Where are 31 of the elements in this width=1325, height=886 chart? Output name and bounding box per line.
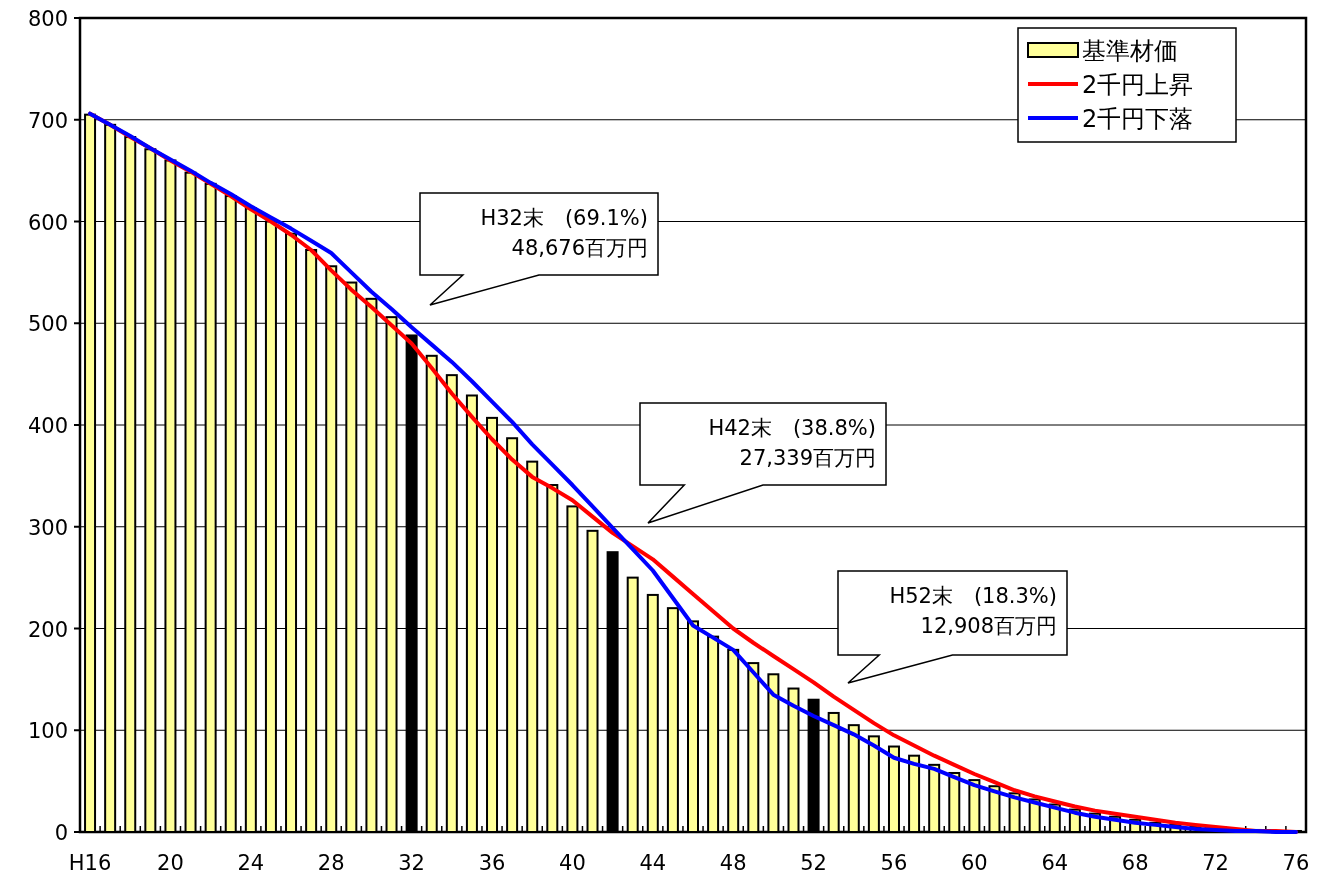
x-tick-label: 32 — [398, 851, 425, 875]
legend-label: 2千円上昇 — [1082, 71, 1194, 99]
x-tick-label: 36 — [478, 851, 506, 875]
x-tick-label: 52 — [800, 851, 827, 875]
y-tick-label: 400 — [27, 414, 68, 438]
legend-label: 2千円下落 — [1082, 105, 1194, 133]
annotation: H42末 (38.8%) 27,339百万円 — [708, 416, 876, 470]
annotation: H52末 (18.3%) 12,908百万円 — [889, 584, 1057, 638]
x-tick-label: 72 — [1202, 851, 1229, 875]
x-tick-label: 28 — [317, 851, 345, 875]
x-tick-label: 20 — [157, 851, 184, 875]
y-tick-label: 200 — [27, 617, 68, 642]
x-tick-label: 76 — [1282, 851, 1310, 875]
x-tick-label: H16 — [68, 851, 112, 875]
x-tick-label: 68 — [1121, 851, 1149, 875]
y-tick-label: 0 — [54, 821, 68, 845]
x-tick-label: 44 — [639, 851, 667, 875]
annotation: H32末 (69.1%) 48,676百万円 — [480, 206, 648, 260]
legend-label: 基準材価 — [1082, 37, 1178, 65]
x-tick-label: 48 — [719, 851, 747, 875]
y-tick-label: 300 — [27, 515, 68, 540]
y-tick-label: 500 — [27, 312, 68, 337]
x-tick-label: 40 — [559, 851, 586, 875]
x-tick-label: 64 — [1041, 851, 1069, 875]
y-tick-label: 100 — [27, 719, 68, 744]
y-tick-label: 700 — [27, 108, 68, 133]
y-tick-label: 800 — [27, 7, 68, 31]
x-tick-label: 60 — [961, 851, 988, 875]
x-tick-label: 56 — [880, 851, 908, 875]
y-tick-label: 600 — [27, 210, 68, 235]
x-tick-label: 24 — [237, 851, 265, 875]
